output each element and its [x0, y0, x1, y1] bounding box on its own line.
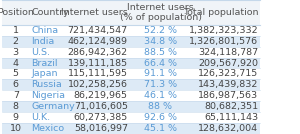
- Text: Germany: Germany: [31, 102, 75, 111]
- Text: 34.8 %: 34.8 %: [144, 37, 177, 46]
- Text: 65,111,143: 65,111,143: [204, 113, 258, 122]
- Text: 88 %: 88 %: [148, 102, 172, 111]
- Text: 58,016,997: 58,016,997: [74, 124, 128, 133]
- Text: 143,439,832: 143,439,832: [198, 80, 258, 89]
- Bar: [2, 123, 260, 134]
- Text: 86,219,965: 86,219,965: [74, 91, 128, 100]
- Text: Brazil: Brazil: [31, 59, 58, 68]
- Bar: [2, 25, 260, 36]
- Text: India: India: [31, 37, 55, 46]
- Text: 7: 7: [13, 91, 19, 100]
- Text: 286,942,362: 286,942,362: [68, 48, 128, 57]
- Text: 3: 3: [13, 48, 19, 57]
- Text: 60,273,385: 60,273,385: [74, 113, 128, 122]
- Text: 8: 8: [13, 102, 19, 111]
- Text: 45.1 %: 45.1 %: [144, 124, 177, 133]
- Text: U.S.: U.S.: [31, 48, 50, 57]
- Text: 462,124,989: 462,124,989: [68, 37, 128, 46]
- Bar: [2, 79, 260, 90]
- Text: 71.3 %: 71.3 %: [144, 80, 177, 89]
- Text: 128,632,004: 128,632,004: [198, 124, 258, 133]
- Text: U.K.: U.K.: [31, 113, 50, 122]
- Bar: [2, 58, 260, 68]
- Text: 102,258,256: 102,258,256: [68, 80, 128, 89]
- Text: 186,987,563: 186,987,563: [198, 91, 258, 100]
- Text: Total population: Total population: [183, 8, 258, 17]
- Text: 6: 6: [13, 80, 19, 89]
- Text: 91.1 %: 91.1 %: [144, 69, 177, 78]
- Text: 92.6 %: 92.6 %: [144, 113, 177, 122]
- Bar: [2, 68, 260, 79]
- Text: 1,326,801,576: 1,326,801,576: [189, 37, 258, 46]
- Text: Country: Country: [31, 8, 69, 17]
- Text: 139,111,185: 139,111,185: [68, 59, 128, 68]
- Text: 9: 9: [13, 113, 19, 122]
- Text: 721,434,547: 721,434,547: [68, 26, 128, 35]
- Text: Internet users
(% of population): Internet users (% of population): [119, 3, 202, 22]
- Text: 88.5 %: 88.5 %: [144, 48, 177, 57]
- Text: China: China: [31, 26, 58, 35]
- Text: 209,567,920: 209,567,920: [198, 59, 258, 68]
- Text: Japan: Japan: [31, 69, 58, 78]
- Text: Nigeria: Nigeria: [31, 91, 65, 100]
- Text: Internet users: Internet users: [61, 8, 128, 17]
- Text: 324,118,787: 324,118,787: [198, 48, 258, 57]
- Text: 126,323,715: 126,323,715: [198, 69, 258, 78]
- Text: 66.4 %: 66.4 %: [144, 59, 177, 68]
- Bar: [2, 36, 260, 47]
- Text: Russia: Russia: [31, 80, 62, 89]
- Text: 1: 1: [13, 26, 19, 35]
- Text: 2: 2: [13, 37, 19, 46]
- Text: 115,111,595: 115,111,595: [68, 69, 128, 78]
- Text: 1,382,323,332: 1,382,323,332: [189, 26, 258, 35]
- Text: 80,682,351: 80,682,351: [204, 102, 258, 111]
- Bar: [2, 0, 260, 25]
- Bar: [2, 101, 260, 112]
- Text: 52.2 %: 52.2 %: [144, 26, 177, 35]
- Bar: [2, 112, 260, 123]
- Bar: [2, 90, 260, 101]
- Text: 46.1 %: 46.1 %: [144, 91, 177, 100]
- Text: Mexico: Mexico: [31, 124, 64, 133]
- Text: 71,016,605: 71,016,605: [74, 102, 128, 111]
- Text: 5: 5: [13, 69, 19, 78]
- Text: 10: 10: [10, 124, 22, 133]
- Bar: [2, 47, 260, 58]
- Text: 4: 4: [13, 59, 19, 68]
- Text: Position: Position: [0, 8, 34, 17]
